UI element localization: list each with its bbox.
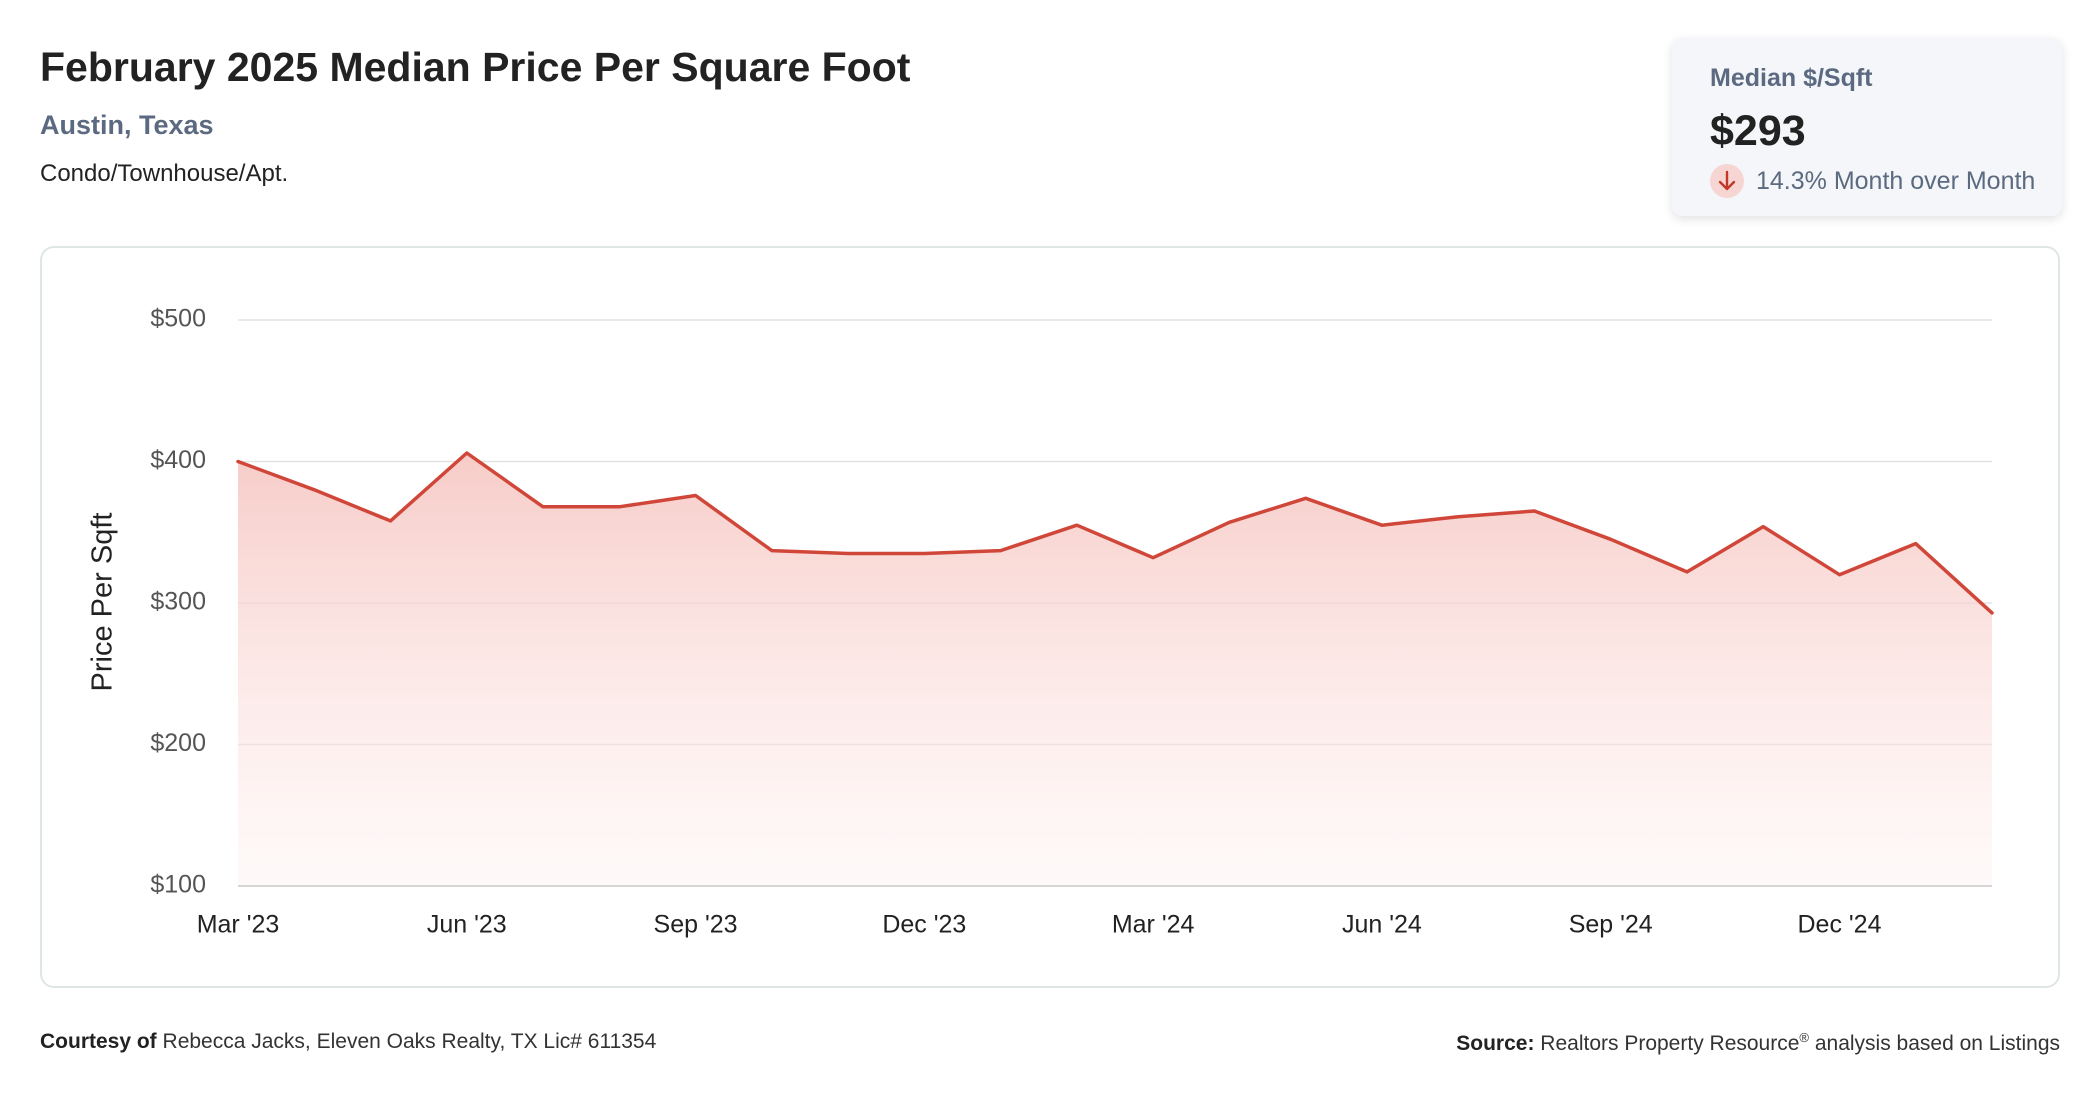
data-point (312, 488, 316, 492)
kpi-label: Median $/Sqft (1710, 64, 1873, 92)
chart-panel: $500 $400 $300 $200 $100 Mar '23 Jun '23 Sep '… (40, 246, 2060, 988)
arrow-down-icon (1710, 164, 1744, 198)
data-point (389, 519, 393, 523)
series-line (236, 451, 1994, 615)
data-point (999, 549, 1003, 553)
data-point (922, 551, 926, 555)
kpi-value: $293 (1710, 107, 1806, 155)
data-point (1456, 515, 1460, 519)
y-tick-label: $300 (150, 588, 206, 616)
data-point (1304, 496, 1308, 500)
data-point (541, 505, 545, 509)
y-tick-label: $400 (150, 446, 206, 474)
y-tick-label: $200 (150, 729, 206, 757)
data-point (1761, 525, 1765, 529)
courtesy-label: Courtesy of (40, 1030, 157, 1053)
property-type-label: Condo/Townhouse/Apt. (40, 160, 289, 187)
area-fill (238, 453, 1992, 886)
courtesy-footer: Courtesy of Rebecca Jacks, Eleven Oaks R… (40, 1030, 656, 1054)
data-point (1685, 570, 1689, 574)
data-point (1151, 556, 1155, 560)
registered-mark: ® (1799, 1030, 1809, 1045)
kpi-change-text: 14.3% Month over Month (1756, 166, 2036, 195)
kpi-change: 14.3% Month over Month (1710, 164, 2062, 198)
x-tick-label: Dec '23 (882, 911, 966, 939)
kpi-card: Median $/Sqft $293 14.3% Month over Mont… (1672, 38, 2062, 216)
courtesy-text: Rebecca Jacks, Eleven Oaks Realty, TX Li… (162, 1030, 657, 1053)
price-per-sqft-chart: $500 $400 $300 $200 $100 Mar '23 Jun '23 Sep '… (87, 305, 1994, 939)
data-point (1914, 542, 1918, 546)
location-subtitle: Austin, Texas (40, 110, 214, 140)
y-tick-label: $500 (150, 305, 206, 333)
data-point (846, 551, 850, 555)
page-title: February 2025 Median Price Per Square Fo… (40, 44, 911, 90)
data-point (1837, 573, 1841, 577)
data-point (236, 460, 240, 464)
data-point (694, 493, 698, 497)
x-tick-label: Mar '24 (1112, 911, 1195, 939)
source-text: Realtors Property Resource (1540, 1032, 1800, 1055)
data-point (1609, 537, 1613, 541)
x-tick-label: Jun '23 (427, 911, 507, 939)
source-label: Source: (1456, 1032, 1535, 1055)
data-point (1380, 523, 1384, 527)
data-point (1075, 523, 1079, 527)
y-tick-label: $100 (150, 871, 206, 899)
source-footer: Source: Realtors Property Resource® anal… (1456, 1030, 2060, 1056)
x-tick-label: Jun '24 (1342, 911, 1422, 939)
data-point (465, 451, 469, 455)
x-tick-label: Sep '24 (1569, 911, 1653, 939)
y-axis-label: Price Per Sqft (87, 513, 119, 692)
data-point (1532, 509, 1536, 513)
x-tick-label: Mar '23 (197, 911, 280, 939)
data-point (770, 549, 774, 553)
x-tick-label: Dec '24 (1797, 911, 1881, 939)
data-point (617, 505, 621, 509)
data-point (1990, 611, 1994, 615)
x-tick-label: Sep '23 (654, 911, 738, 939)
source-suffix: analysis based on Listings (1814, 1032, 2060, 1055)
data-point (1227, 520, 1231, 524)
